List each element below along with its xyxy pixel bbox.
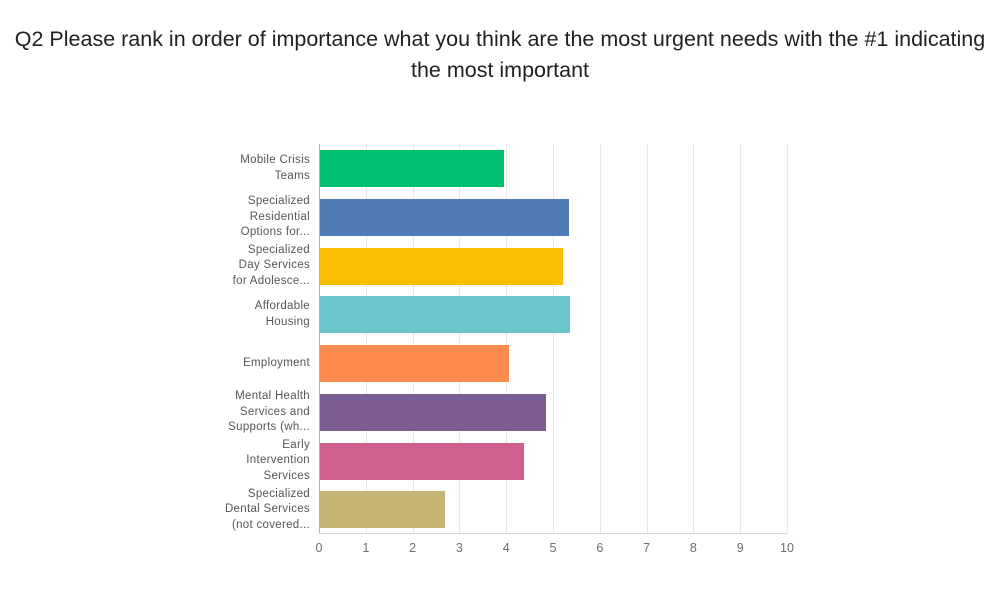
bar-5[interactable] bbox=[320, 393, 546, 431]
category-label-line: for Adolesce... bbox=[232, 274, 310, 287]
category-label-line: Services bbox=[263, 469, 310, 482]
x-tick-label-7: 7 bbox=[643, 541, 651, 555]
gridline bbox=[599, 144, 601, 533]
bar-7[interactable] bbox=[320, 491, 445, 529]
category-label-line: Teams bbox=[274, 169, 310, 182]
category-label-line: Services and bbox=[239, 405, 310, 418]
category-label-line: Housing bbox=[265, 315, 310, 328]
x-tick-label-1: 1 bbox=[362, 541, 370, 555]
category-label-line: Employment bbox=[243, 356, 310, 369]
x-tick-label-4: 4 bbox=[502, 541, 510, 555]
category-label-line: Early bbox=[282, 438, 310, 451]
x-tick-label-10: 10 bbox=[780, 541, 794, 555]
category-label-line: Residential bbox=[249, 210, 310, 223]
category-label-2: Specialized Day Services for Adolesce... bbox=[0, 243, 310, 290]
category-label-line: Mobile Crisis bbox=[240, 154, 310, 166]
category-label-line: Specialized bbox=[247, 243, 310, 256]
plot-area bbox=[319, 144, 788, 534]
gridline bbox=[506, 144, 508, 533]
x-tick-label-8: 8 bbox=[689, 541, 697, 555]
gridline bbox=[787, 144, 788, 533]
category-label-line: Mental Health bbox=[235, 390, 310, 402]
category-label-line: Dental Services bbox=[224, 503, 310, 515]
category-label-line: Specialized bbox=[247, 195, 310, 207]
gridline bbox=[693, 144, 695, 533]
category-label-5: Mental Health Services and Supports (wh... bbox=[0, 389, 310, 436]
bar-3[interactable] bbox=[320, 296, 571, 334]
category-label-line: Supports (wh... bbox=[228, 421, 310, 433]
category-label-4: Employment bbox=[0, 356, 310, 372]
category-label-7: Specialized Dental Services (not covered..… bbox=[0, 487, 310, 534]
bar-2[interactable] bbox=[320, 247, 563, 285]
bar-4[interactable] bbox=[320, 345, 510, 382]
gridline bbox=[365, 144, 367, 533]
category-label-line: Day Services bbox=[238, 259, 310, 272]
x-tick-label-2: 2 bbox=[409, 541, 417, 555]
x-tick-label-9: 9 bbox=[736, 541, 744, 555]
bar-6[interactable] bbox=[320, 442, 524, 480]
bar-1[interactable] bbox=[320, 198, 569, 236]
bar-0[interactable] bbox=[320, 150, 505, 187]
category-label-line: Affordable bbox=[254, 300, 310, 313]
x-tick-label-0: 0 bbox=[315, 541, 323, 555]
gridline bbox=[553, 144, 554, 533]
category-label-line: Intervention bbox=[246, 454, 310, 467]
x-tick-label-3: 3 bbox=[455, 541, 463, 555]
gridline bbox=[459, 144, 461, 533]
gridline bbox=[740, 144, 742, 533]
gridline bbox=[412, 144, 414, 533]
gridline bbox=[646, 144, 648, 533]
category-label-3: Affordable Housing bbox=[0, 299, 310, 330]
zero-axis-line bbox=[319, 144, 320, 533]
category-label-6: Early Intervention Services bbox=[0, 438, 310, 485]
x-tick-label-5: 5 bbox=[549, 541, 557, 555]
category-label-1: Specialized Residential Options for... bbox=[0, 194, 310, 241]
x-tick-label-6: 6 bbox=[596, 541, 604, 555]
chart-title: Q2 Please rank in order of importance wh… bbox=[14, 27, 986, 82]
category-label-line: (not covered... bbox=[231, 518, 310, 531]
category-label-line: Specialized bbox=[247, 487, 310, 500]
category-label-0: Mobile Crisis Teams bbox=[0, 153, 310, 184]
category-label-line: Options for... bbox=[240, 226, 310, 238]
